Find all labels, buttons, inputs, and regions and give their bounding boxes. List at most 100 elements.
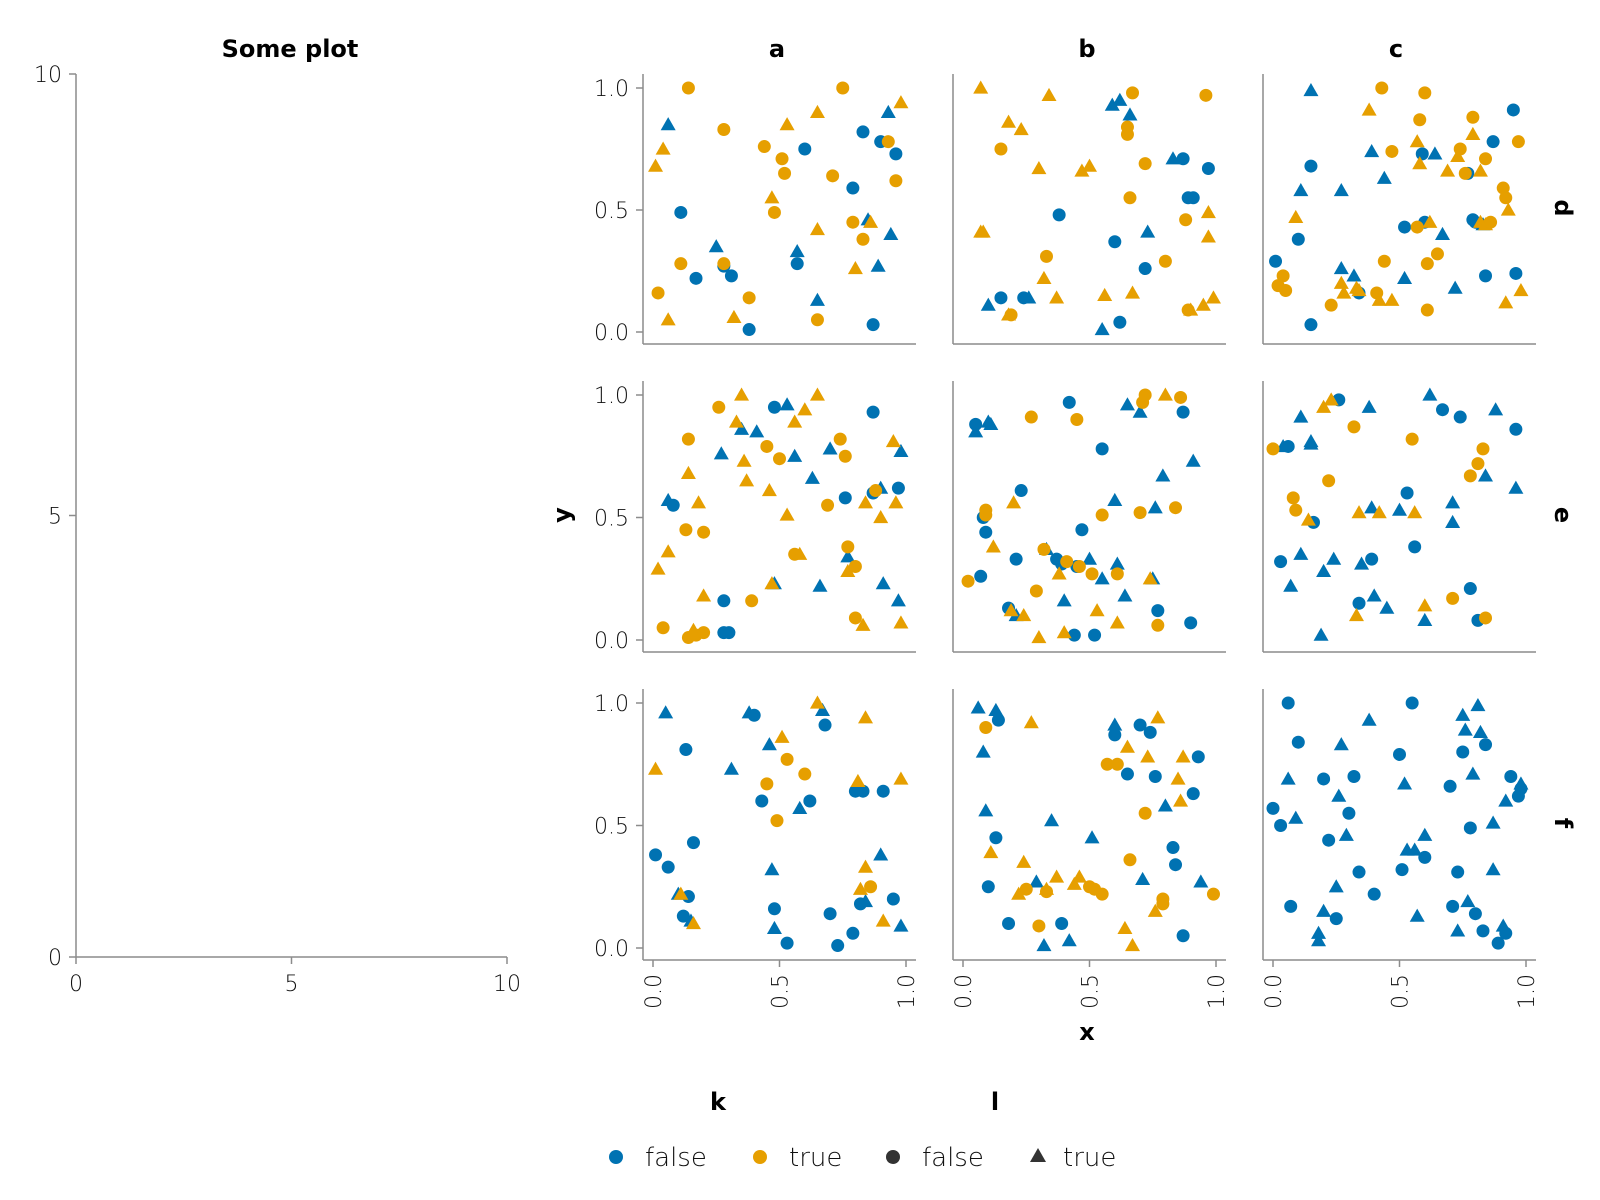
scatter-point-triangle	[973, 80, 989, 94]
scatter-point-circle	[1499, 926, 1513, 940]
scatter-point-triangle	[1351, 283, 1367, 297]
scatter-point-circle	[1133, 506, 1147, 520]
scatter-point-circle	[821, 498, 835, 512]
scatter-point-triangle	[655, 141, 671, 155]
scatter-point-circle	[1511, 135, 1525, 149]
scatter-point-triangle	[1422, 214, 1438, 228]
scatter-point-triangle	[1016, 608, 1032, 622]
scatter-point-triangle	[1135, 871, 1151, 886]
scatter-point-circle	[1062, 395, 1076, 409]
scatter-point-circle	[1266, 442, 1280, 456]
scatter-point-triangle	[779, 117, 795, 131]
scatter-point-circle	[679, 523, 693, 537]
scatter-point-circle	[1499, 191, 1513, 205]
scatter-point-circle	[798, 142, 812, 156]
scatter-point-circle	[1476, 442, 1490, 456]
scatter-point-circle	[1504, 770, 1518, 783]
scatter-point-triangle	[858, 710, 874, 724]
scatter-point-circle	[1317, 772, 1331, 786]
facet-panel-b-f: 0.0 0.5 1.0	[952, 689, 1230, 1009]
scatter-point-triangle	[1508, 480, 1524, 494]
scatter-point-triangle	[1397, 776, 1413, 790]
scatter-point-triangle	[792, 546, 808, 560]
legend-marker-k-true	[753, 1150, 767, 1164]
left-x-tick-label: 5	[285, 972, 299, 997]
scatter-point-triangle	[1364, 500, 1380, 514]
scatter-point-circle	[1138, 806, 1152, 820]
scatter-point-triangle	[1003, 603, 1019, 617]
scatter-point-circle	[1329, 912, 1343, 926]
scatter-point-circle	[1032, 919, 1046, 933]
scatter-point-circle	[1281, 696, 1295, 710]
scatter-point-triangle	[1125, 285, 1141, 299]
scatter-point-circle	[1120, 767, 1134, 781]
scatter-point-triangle	[1384, 292, 1400, 306]
scatter-point-triangle	[980, 297, 996, 311]
scatter-point-triangle	[1364, 143, 1380, 158]
scatter-point-triangle	[983, 844, 999, 859]
scatter-point-triangle	[1326, 551, 1342, 565]
scatter-point-triangle	[1031, 630, 1047, 644]
scatter-point-circle	[1108, 728, 1122, 742]
scatter-point-triangle	[1450, 923, 1466, 937]
scatter-point-triangle	[875, 576, 891, 590]
facet-y-tick-label: 1.0	[594, 384, 629, 409]
scatter-point-triangle	[1354, 556, 1370, 570]
facet-panels: 0.00.51.00.00.51.00.00.51.00.0 0.5 1.0 0.0 0…	[594, 74, 1540, 1009]
scatter-point-triangle	[873, 510, 889, 524]
scatter-point-triangle	[1351, 505, 1367, 519]
scatter-point-circle	[1156, 897, 1170, 911]
legend: k l false true false true	[609, 1088, 1116, 1173]
scatter-point-circle	[1151, 618, 1165, 632]
scatter-point-circle	[1037, 542, 1051, 556]
scatter-point-triangle	[1036, 938, 1052, 952]
scatter-point-circle	[1393, 747, 1406, 761]
scatter-point-triangle	[734, 421, 750, 435]
scatter-point-triangle	[1049, 869, 1065, 883]
scatter-point-triangle	[852, 881, 868, 895]
scatter-point-triangle	[1082, 158, 1097, 172]
scatter-point-triangle	[978, 803, 994, 817]
facet-x-axis-label: x	[1079, 1018, 1095, 1046]
scatter-point-circle	[724, 269, 738, 283]
facet-y-tick-label: 0.5	[594, 199, 629, 224]
scatter-point-triangle	[1155, 468, 1171, 482]
scatter-point-circle	[1479, 269, 1493, 283]
scatter-point-circle	[1206, 887, 1220, 901]
scatter-point-triangle	[1112, 92, 1128, 106]
legend-marker-l-false	[886, 1150, 900, 1164]
scatter-point-triangle	[1311, 933, 1327, 947]
scatter-point-circle	[1186, 787, 1200, 801]
scatter-point-triangle	[1361, 712, 1377, 726]
scatter-point-circle	[656, 621, 670, 635]
facet-panel-a-e: 0.0 0.5 1.0	[594, 381, 916, 654]
scatter-point-circle	[1284, 899, 1298, 913]
legend-marker-k-false	[609, 1150, 623, 1164]
scatter-point-circle	[1385, 144, 1399, 158]
scatter-point-circle	[686, 836, 700, 850]
scatter-point-circle	[1276, 269, 1290, 283]
scatter-point-circle	[1009, 552, 1023, 566]
scatter-point-triangle	[1376, 170, 1392, 184]
scatter-point-triangle	[812, 578, 828, 592]
scatter-point-triangle	[1333, 182, 1349, 197]
scatter-point-circle	[1463, 821, 1477, 835]
scatter-point-circle	[864, 880, 878, 894]
scatter-point-circle	[742, 291, 756, 305]
left-y-tick-label: 0	[48, 946, 62, 971]
scatter-point-triangle	[1440, 163, 1456, 177]
scatter-point-circle	[697, 626, 711, 640]
scatter-point-triangle	[708, 239, 724, 253]
scatter-point-triangle	[1407, 842, 1423, 856]
scatter-point-triangle	[809, 387, 825, 401]
scatter-point-triangle	[1500, 202, 1516, 216]
facet-y-tick-label: 0.0	[594, 937, 629, 962]
scatter-point-circle	[1398, 220, 1412, 234]
scatter-point-triangle	[1422, 387, 1438, 401]
scatter-point-circle	[1199, 88, 1213, 102]
scatter-point-circle	[722, 626, 736, 640]
scatter-point-triangle	[1109, 556, 1125, 570]
scatter-point-triangle	[1346, 268, 1362, 282]
scatter-point-triangle	[883, 226, 899, 241]
